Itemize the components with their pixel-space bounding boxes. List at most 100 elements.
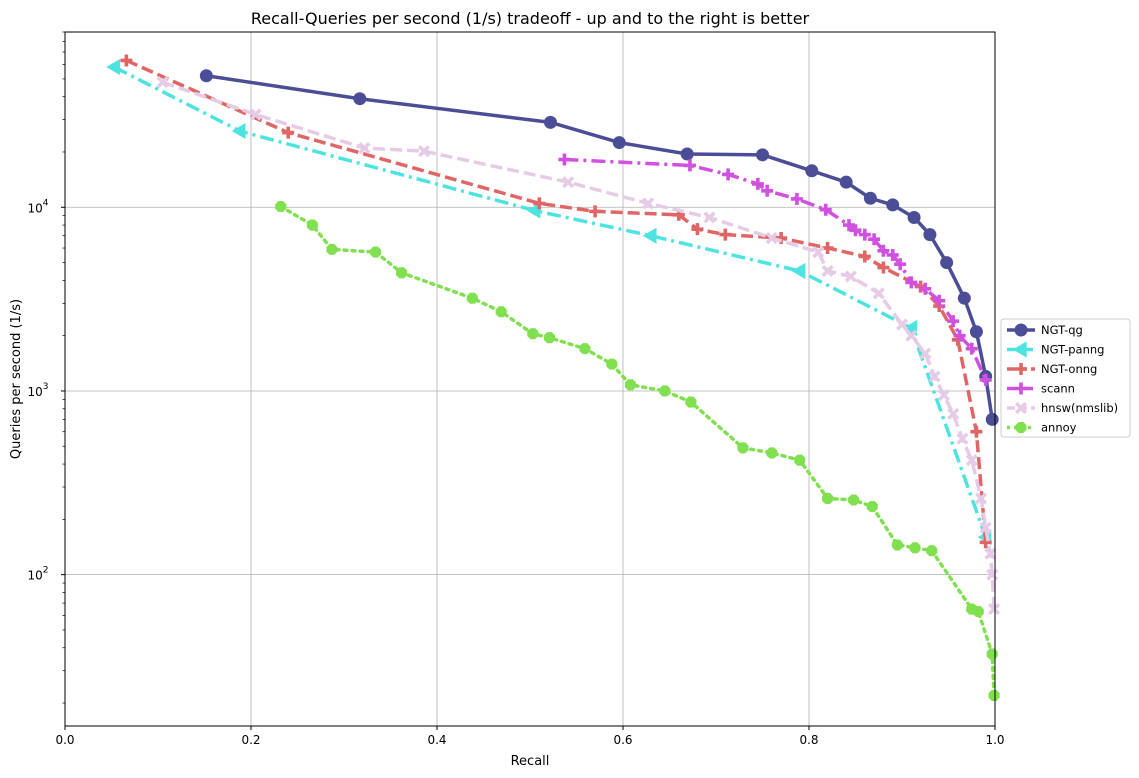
data-point bbox=[886, 198, 900, 212]
data-point bbox=[1015, 363, 1027, 375]
data-point bbox=[822, 492, 834, 504]
data-point bbox=[543, 115, 557, 129]
data-point bbox=[526, 202, 541, 219]
data-point bbox=[819, 203, 832, 216]
data-point bbox=[858, 228, 871, 241]
data-point bbox=[722, 168, 735, 181]
legend-label: scann bbox=[1041, 382, 1075, 396]
data-point bbox=[120, 54, 133, 67]
data-point bbox=[970, 425, 983, 438]
data-point bbox=[928, 370, 941, 383]
data-point bbox=[306, 219, 318, 231]
data-point bbox=[562, 176, 575, 189]
data-point bbox=[905, 276, 918, 289]
data-point bbox=[895, 318, 909, 331]
data-point bbox=[612, 136, 626, 150]
series-scann bbox=[558, 153, 992, 386]
data-point bbox=[894, 258, 907, 271]
data-point bbox=[947, 407, 960, 420]
series-ngt-qg bbox=[199, 69, 999, 426]
chart-title: Recall-Queries per second (1/s) tradeoff… bbox=[251, 9, 810, 28]
data-point bbox=[737, 442, 749, 454]
data-point bbox=[937, 388, 950, 402]
data-point bbox=[842, 219, 855, 232]
data-point bbox=[863, 191, 877, 205]
legend-label: hnsw(nmslib) bbox=[1041, 401, 1118, 415]
y-axis-label: Queries per second (1/s) bbox=[9, 299, 24, 459]
data-point bbox=[987, 602, 1001, 616]
data-point bbox=[1014, 401, 1028, 415]
data-point bbox=[926, 545, 938, 557]
series-hnsw-nmslib- bbox=[156, 76, 1001, 616]
data-point bbox=[358, 142, 371, 155]
data-point bbox=[579, 343, 591, 355]
data-point bbox=[756, 148, 769, 162]
legend-label: NGT-qg bbox=[1041, 323, 1083, 337]
data-point bbox=[1015, 421, 1027, 434]
data-point bbox=[974, 492, 988, 505]
data-point bbox=[1015, 382, 1027, 395]
data-point bbox=[275, 200, 287, 213]
data-point bbox=[719, 228, 732, 241]
data-point bbox=[933, 294, 946, 307]
data-point bbox=[685, 396, 697, 408]
data-point bbox=[877, 261, 890, 274]
series-line bbox=[125, 58, 988, 543]
data-point bbox=[370, 246, 382, 258]
x-tick-label: 0.6 bbox=[613, 733, 632, 747]
legend: NGT-qg NGT-panng NGT-onng scann hnsw(nmslib)… bbox=[1000, 318, 1131, 438]
x-tick-label: 0.4 bbox=[427, 733, 446, 747]
data-point bbox=[417, 145, 431, 158]
data-point bbox=[839, 175, 853, 189]
data-point bbox=[761, 184, 774, 197]
legend-label: NGT-panng bbox=[1041, 343, 1104, 357]
series-ngt-onng bbox=[120, 54, 992, 549]
data-point bbox=[1014, 323, 1028, 337]
data-point bbox=[979, 521, 992, 534]
data-point bbox=[866, 500, 878, 513]
legend-label: NGT-onng bbox=[1041, 362, 1097, 376]
data-point bbox=[703, 211, 716, 224]
data-point bbox=[751, 177, 764, 190]
data-point bbox=[106, 58, 120, 76]
data-point bbox=[979, 536, 992, 549]
data-point bbox=[940, 256, 954, 270]
data-point bbox=[858, 250, 871, 263]
data-point bbox=[909, 542, 921, 554]
data-point bbox=[956, 432, 969, 445]
data-point bbox=[891, 539, 903, 551]
data-point bbox=[986, 648, 998, 660]
legend-entry: NGT-qg bbox=[1007, 323, 1083, 337]
data-point bbox=[396, 267, 408, 279]
data-point bbox=[1012, 341, 1027, 358]
data-point bbox=[231, 122, 246, 140]
data-point bbox=[326, 243, 338, 255]
data-point bbox=[868, 233, 881, 246]
data-point bbox=[680, 147, 694, 161]
x-tick-label: 0.0 bbox=[55, 733, 74, 747]
data-point bbox=[988, 689, 1000, 701]
series-annoy bbox=[275, 200, 1000, 701]
data-point bbox=[466, 292, 478, 304]
data-point bbox=[965, 454, 978, 467]
data-point bbox=[953, 329, 966, 342]
data-point bbox=[527, 328, 539, 340]
data-point bbox=[872, 287, 885, 300]
legend-label: annoy bbox=[1041, 421, 1077, 435]
data-point bbox=[558, 153, 571, 166]
data-point bbox=[886, 248, 899, 261]
legend-entry: annoy bbox=[1007, 421, 1077, 435]
x-tick-label: 1.0 bbox=[985, 733, 1004, 747]
data-point bbox=[589, 205, 602, 218]
legend-entry: NGT-onng bbox=[1007, 362, 1097, 376]
data-point bbox=[923, 228, 937, 242]
data-point bbox=[905, 329, 918, 342]
data-point bbox=[957, 291, 971, 305]
data-point bbox=[919, 282, 932, 295]
data-point bbox=[495, 306, 507, 318]
data-point bbox=[683, 159, 696, 172]
plot-frame bbox=[64, 31, 996, 727]
data-point bbox=[907, 210, 921, 224]
data-point bbox=[805, 164, 819, 178]
